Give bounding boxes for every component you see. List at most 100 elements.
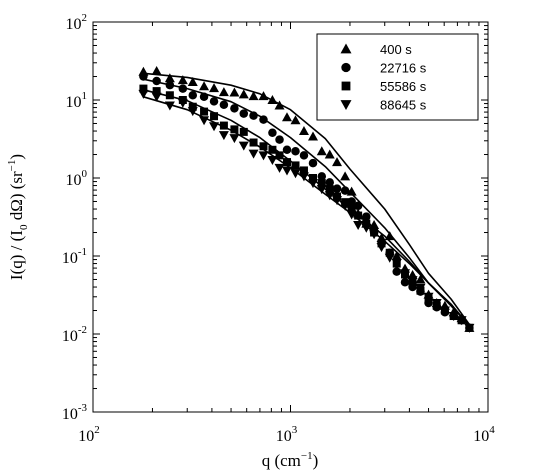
data-point-triangle-down [138, 89, 149, 99]
y-tick-label: 10-1 [62, 246, 87, 267]
data-point-square [282, 158, 291, 167]
data-point-triangle-down [258, 151, 269, 161]
data-point-circle [332, 184, 342, 193]
legend-marker-square [341, 81, 351, 91]
data-point-triangle-down [431, 298, 442, 308]
x-tick-label: 104 [473, 424, 495, 445]
legend: 400 s 22716 s 55586 s 88645 s [316, 33, 479, 121]
data-point-triangle-down [267, 156, 278, 166]
legend-marker-circle [341, 62, 351, 73]
data-point-triangle-down [281, 166, 292, 176]
data-point-square [325, 185, 334, 194]
data-point-triangle-up [218, 87, 229, 97]
data-point-square [385, 248, 394, 257]
data-point-circle [325, 178, 334, 187]
data-point-triangle-down [361, 223, 372, 233]
data-point-triangle-down [439, 306, 450, 316]
data-point-circle [239, 109, 249, 118]
data-point-triangle-up [274, 100, 285, 110]
data-point-circle [188, 91, 198, 100]
data-point-circle [165, 80, 175, 90]
data-point-square [230, 125, 239, 134]
data-point-square [188, 102, 197, 111]
data-point-circle [178, 84, 188, 93]
data-point-square [200, 107, 209, 116]
data-point-circle [291, 147, 300, 156]
data-point-square [291, 161, 300, 170]
legend-label: 88645 s [380, 98, 427, 113]
data-point-circle [219, 100, 229, 109]
data-point-circle [400, 278, 410, 287]
data-point-triangle-up [290, 115, 301, 125]
data-point-circle [152, 76, 161, 86]
x-tick-label: 103 [276, 424, 298, 445]
data-markers [138, 66, 475, 333]
data-point-square [309, 174, 318, 182]
data-point-triangle-down [298, 172, 309, 182]
data-point-square [249, 138, 258, 147]
data-point-triangle-down [415, 283, 426, 293]
data-point-triangle-down [376, 243, 387, 253]
data-point-triangle-up [177, 75, 188, 85]
data-point-circle [340, 186, 350, 195]
data-point-triangle-down [353, 220, 364, 230]
tick-labels: 102 103 104 10-3 10-2 10-1 100 101 102 [62, 12, 495, 445]
data-point-triangle-down [464, 323, 475, 333]
data-point-triangle-up [151, 66, 162, 76]
data-point-triangle-up [384, 231, 395, 241]
data-point-triangle-down [229, 134, 240, 144]
data-point-square [317, 179, 326, 188]
data-point-circle [308, 158, 318, 168]
data-point-triangle-up [258, 91, 269, 101]
data-point-circle [209, 97, 219, 106]
data-point-circle [282, 145, 292, 155]
y-tick-label: 102 [66, 12, 88, 33]
data-point-circle [268, 128, 277, 138]
data-point-triangle-down [187, 107, 198, 117]
data-point-triangle-down [218, 131, 229, 141]
data-point-circle [199, 92, 209, 102]
data-point-triangle-down [209, 122, 220, 132]
data-point-triangle-up [199, 81, 210, 91]
data-point-triangle-up [281, 112, 292, 122]
data-point-square [299, 166, 308, 175]
data-point-circle [299, 151, 309, 160]
data-point-triangle-down [151, 92, 162, 102]
data-point-triangle-up [340, 171, 351, 181]
data-point-triangle-up [308, 131, 319, 141]
data-point-triangle-down [456, 316, 467, 326]
data-point-triangle-down [308, 179, 319, 189]
data-point-triangle-down [248, 149, 259, 159]
y-axis-label: I(q) / (I0 dΩ) (sr−1) [6, 154, 30, 280]
legend-label: 400 s [380, 42, 412, 57]
data-point-circle [259, 115, 268, 124]
x-tick-label: 102 [78, 424, 100, 445]
data-point-triangle-down [199, 116, 210, 126]
data-point-circle [230, 104, 239, 113]
data-point-triangle-down [423, 292, 434, 302]
data-point-triangle-up [346, 186, 357, 196]
data-point-triangle-up [238, 89, 249, 99]
data-point-square [165, 91, 174, 100]
data-point-circle [317, 172, 327, 181]
data-point-square [219, 121, 228, 130]
data-point-square [275, 151, 284, 160]
data-point-triangle-up [415, 274, 426, 284]
data-point-triangle-down [340, 201, 351, 211]
data-point-triangle-up [187, 77, 198, 87]
data-point-triangle-down [369, 230, 380, 240]
data-point-triangle-up [316, 146, 327, 156]
data-point-triangle-up [164, 73, 175, 83]
data-point-triangle-down [391, 259, 402, 269]
legend-marker-triangle-down [340, 100, 352, 110]
data-point-square [139, 84, 148, 93]
data-point-triangle-down [448, 312, 459, 322]
legend-label: 55586 s [380, 79, 427, 94]
data-point-triangle-down [274, 163, 285, 173]
data-point-circle [249, 111, 258, 120]
data-point-square [347, 204, 356, 213]
data-point-square [152, 87, 161, 96]
data-point-triangle-up [332, 157, 343, 167]
data-point-triangle-up [209, 83, 220, 93]
data-point-triangle-down [164, 101, 175, 111]
